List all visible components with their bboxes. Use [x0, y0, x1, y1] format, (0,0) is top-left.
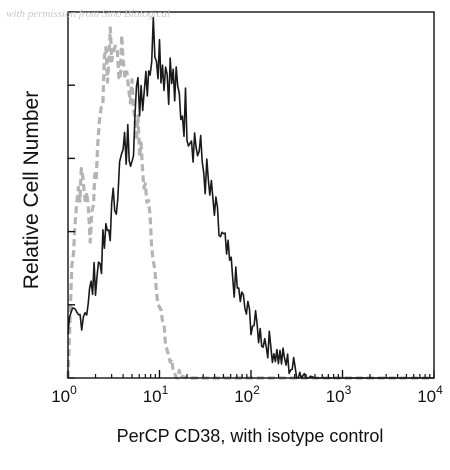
series-layer	[66, 16, 435, 380]
axes-layer: 100 101 102 103 104	[51, 11, 443, 406]
watermark-text: with permission from Sino Biological	[6, 8, 170, 20]
x-tick-label: 101	[143, 383, 169, 406]
x-tick-label: 102	[234, 383, 260, 406]
x-tick-label: 104	[417, 383, 443, 406]
x-tick-label: 103	[326, 383, 352, 406]
x-axis-label: PerCP CD38, with isotype control	[116, 426, 384, 446]
y-axis-label: Relative Cell Number	[20, 90, 43, 290]
x-tick-label: 100	[51, 383, 77, 406]
